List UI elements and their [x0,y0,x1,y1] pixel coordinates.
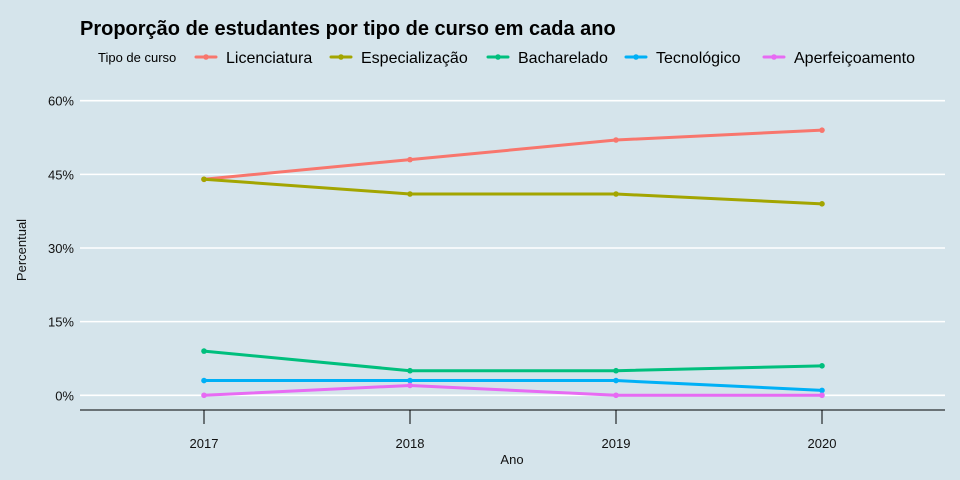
data-point [819,387,825,394]
legend-label: Tecnológico [656,50,741,67]
data-point [613,137,619,143]
legend-key-point [771,54,777,60]
x-axis: 2017 2018 2019 2020 [80,409,945,451]
y-tick-label: 0% [55,388,74,403]
y-tick-label: 45% [48,167,74,182]
legend: Tipo de curso Licenciatura Especialização… [98,50,915,67]
data-point [407,156,413,163]
series-line [202,379,824,392]
series-line [202,177,824,206]
legend-label: Aperfeiçoamento [794,50,915,67]
data-point [613,392,619,399]
data-point [201,348,207,354]
series-group [201,127,825,399]
x-tick-label: 2018 [396,436,425,451]
x-tick-label: 2020 [808,436,837,451]
y-tick-label: 60% [48,94,74,109]
y-tick-label: 15% [48,315,74,330]
chart-title: Proporção de estudantes por tipo de curs… [80,18,616,40]
data-point [201,392,207,399]
legend-key-point [338,54,344,60]
data-point [819,392,825,399]
y-tick-label: 30% [48,241,74,256]
legend-label: Bacharelado [518,50,608,67]
y-axis: 0% 15% 30% 45% 60% [48,94,74,404]
x-tick-label: 2019 [602,436,631,451]
legend-title: Tipo de curso [98,50,176,65]
legend-key-point [495,54,501,60]
data-point [613,191,619,197]
x-axis-title: Ano [500,452,523,467]
legend-label: Licenciatura [226,50,312,67]
data-point [613,367,619,374]
data-point [613,377,619,384]
data-point [407,191,413,197]
data-point [407,382,413,389]
series-line [202,128,824,181]
legend-key-point [203,54,209,60]
data-point [407,377,413,384]
data-point [819,127,825,133]
series-line [202,383,824,397]
data-point [201,377,207,384]
legend-key-point [633,54,639,60]
x-tick-label: 2017 [190,436,219,451]
data-point [819,363,825,369]
data-point [407,367,413,374]
legend-label: Especialização [361,50,468,67]
series-line [202,349,824,373]
data-point [819,201,825,207]
y-axis-title: Percentual [14,219,29,281]
data-point [201,176,207,183]
